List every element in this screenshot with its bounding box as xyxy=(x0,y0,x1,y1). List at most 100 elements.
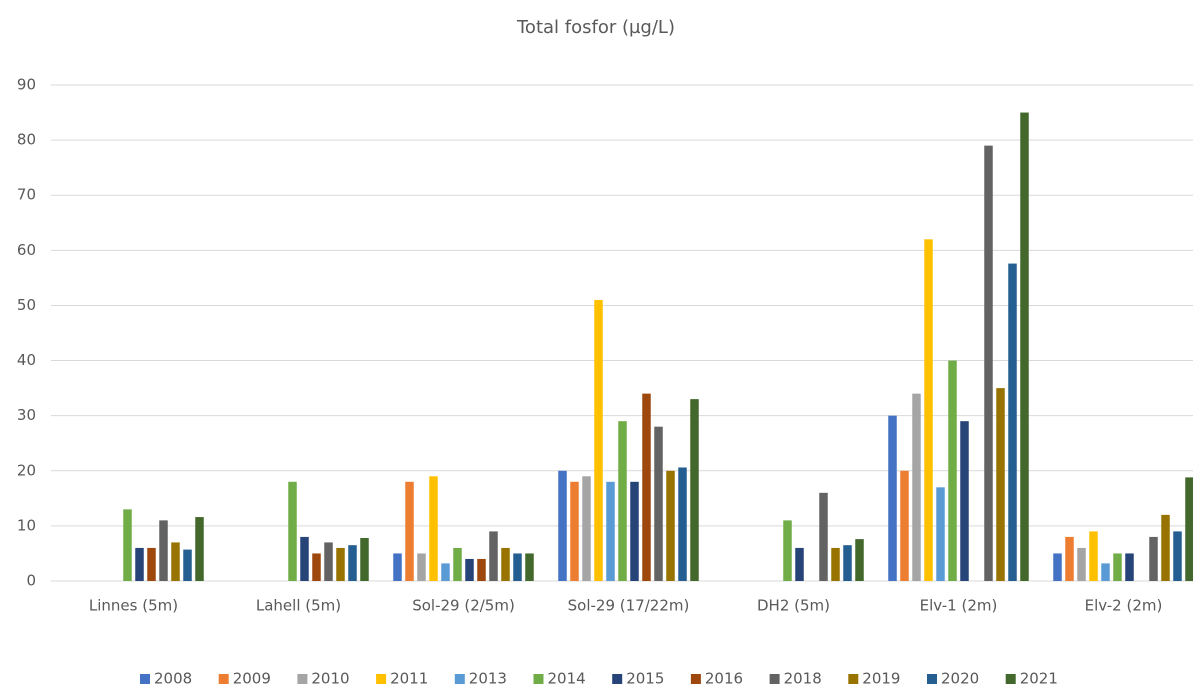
bar xyxy=(171,542,180,581)
x-tick-label: Lahell (5m) xyxy=(256,597,341,615)
bar xyxy=(843,545,852,581)
y-tick-label: 10 xyxy=(17,516,36,534)
legend-label: 2020 xyxy=(941,670,979,688)
bar xyxy=(300,536,309,581)
bar xyxy=(678,467,687,581)
bar xyxy=(606,481,615,581)
bar xyxy=(1053,553,1062,581)
bar xyxy=(1161,514,1170,581)
legend-swatch xyxy=(690,674,701,684)
legend-swatch xyxy=(848,674,859,684)
bar xyxy=(1125,553,1134,581)
legend-swatch xyxy=(533,674,544,684)
bar xyxy=(558,470,567,581)
bar xyxy=(630,481,639,581)
bar xyxy=(1101,563,1110,581)
bar xyxy=(360,538,369,581)
bar xyxy=(1149,536,1158,581)
bar xyxy=(525,553,534,581)
bar xyxy=(477,558,486,581)
legend-swatch xyxy=(376,674,387,684)
bar xyxy=(1020,112,1029,582)
legend-swatch xyxy=(612,674,623,684)
legend-label: 2010 xyxy=(311,670,349,688)
bar xyxy=(183,549,192,581)
bar xyxy=(819,492,828,581)
bar xyxy=(1089,531,1098,581)
bar xyxy=(570,481,579,581)
y-tick-label: 0 xyxy=(26,572,36,590)
legend-label: 2008 xyxy=(154,670,192,688)
bar xyxy=(690,399,699,581)
legend-label: 2015 xyxy=(626,670,664,688)
bar xyxy=(1077,547,1086,581)
x-tick-label: DH2 (5m) xyxy=(757,597,830,615)
chart-title: Total fosfor (µg/L) xyxy=(516,17,675,38)
bar xyxy=(996,388,1005,581)
bar xyxy=(312,553,321,581)
legend-label: 2014 xyxy=(548,670,586,688)
bar xyxy=(135,547,144,581)
legend-label: 2009 xyxy=(233,670,271,688)
y-tick-label: 40 xyxy=(17,351,36,369)
y-tick-label: 20 xyxy=(17,461,36,479)
bar xyxy=(159,520,168,581)
bar xyxy=(783,520,792,581)
bar xyxy=(123,509,132,581)
x-tick-label: Sol-29 (2/5m) xyxy=(412,597,515,615)
legend-label: 2021 xyxy=(1020,670,1058,688)
bar xyxy=(429,476,438,581)
legend-swatch xyxy=(769,674,780,684)
legend-label: 2013 xyxy=(469,670,507,688)
y-tick-label: 50 xyxy=(17,296,36,314)
bar xyxy=(393,553,402,581)
bar xyxy=(147,547,156,581)
legend-swatch xyxy=(140,674,150,684)
y-tick-label: 80 xyxy=(17,131,36,149)
bar xyxy=(900,470,909,581)
legend-swatch xyxy=(454,674,465,684)
bar xyxy=(924,239,933,582)
legend-label: 2016 xyxy=(705,670,743,688)
bar xyxy=(405,481,414,581)
bar xyxy=(195,517,204,581)
bar xyxy=(1113,553,1122,581)
bar xyxy=(618,421,627,581)
bar xyxy=(936,487,945,581)
x-tick-label: Sol-29 (17/22m) xyxy=(568,597,690,615)
legend-label: 2011 xyxy=(390,670,428,688)
bar xyxy=(513,553,522,581)
bar xyxy=(888,415,897,581)
bar xyxy=(348,545,357,581)
legend-swatch xyxy=(297,674,308,684)
bar xyxy=(1185,477,1193,581)
bar xyxy=(642,393,651,581)
bar xyxy=(1008,263,1017,581)
bar xyxy=(831,547,840,581)
bar xyxy=(912,393,921,581)
x-tick-label: Elv-1 (2m) xyxy=(920,597,998,615)
x-tick-label: Elv-2 (2m) xyxy=(1085,597,1163,615)
legend-label: 2018 xyxy=(784,670,822,688)
y-tick-label: 30 xyxy=(17,406,36,424)
bar xyxy=(324,542,333,581)
bar xyxy=(501,547,510,581)
bar xyxy=(855,539,864,581)
legend-swatch xyxy=(927,674,937,684)
x-tick-label: Linnes (5m) xyxy=(89,597,178,615)
bar xyxy=(465,558,474,581)
bar xyxy=(960,421,969,581)
bar xyxy=(654,426,663,581)
bar xyxy=(1173,531,1182,581)
bar xyxy=(441,563,450,581)
bar xyxy=(453,547,462,581)
bar xyxy=(582,476,591,581)
bar xyxy=(984,145,993,581)
y-tick-label: 90 xyxy=(17,76,36,94)
bar xyxy=(795,547,804,581)
bar xyxy=(948,360,957,581)
bar xyxy=(666,470,675,581)
bar xyxy=(288,481,297,581)
bar xyxy=(336,547,345,581)
